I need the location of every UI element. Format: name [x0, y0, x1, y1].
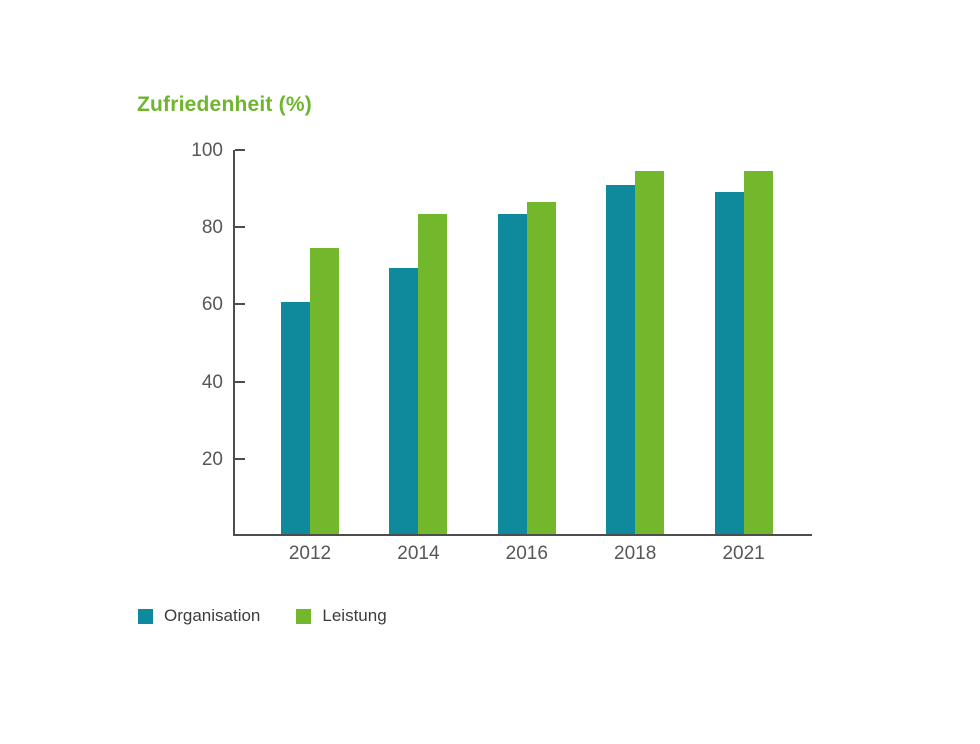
chart-title: Zufriedenheit (%): [137, 93, 312, 116]
bar-group-2021: [714, 171, 773, 534]
y-axis-tick: [235, 457, 245, 460]
bar-group-2018: [606, 171, 665, 534]
x-tick-label: 2012: [288, 543, 332, 564]
bar-group-2012: [281, 248, 339, 534]
legend: Organisation Leistung: [138, 606, 387, 626]
x-tick-label: 2018: [614, 543, 657, 564]
bar-group-2014: [389, 213, 448, 534]
y-tick-label: 100: [191, 140, 223, 161]
bar-leistung-2012: [310, 248, 339, 534]
x-tick-label: 2014: [397, 543, 440, 564]
legend-swatch-icon: [296, 608, 312, 624]
bar-organisation-2018: [606, 184, 636, 534]
plot-area: 20 40 60 80 100 2012 2014 2016 2018 2021: [191, 141, 812, 563]
bar-group-2016: [497, 202, 556, 534]
legend-item-organisation: Organisation: [138, 606, 260, 626]
y-tick-label: 60: [201, 294, 223, 316]
bar-leistung-2014: [418, 213, 448, 534]
y-tick-label: 80: [201, 217, 223, 239]
y-tick-label: 20: [201, 448, 223, 470]
bar-leistung-2016: [526, 202, 556, 534]
legend-label: Organisation: [164, 606, 261, 625]
x-tick-label: 2016: [505, 543, 548, 564]
bar-organisation-2016: [497, 213, 527, 534]
y-axis-tick: [235, 226, 245, 229]
bar-organisation-2012: [281, 302, 310, 534]
y-tick-label: 40: [201, 371, 223, 393]
y-axis-tick: [235, 303, 245, 306]
y-axis-tick: [235, 149, 245, 151]
legend-label: Leistung: [322, 606, 387, 625]
bar-leistung-2018: [635, 171, 665, 534]
legend-swatch-icon: [138, 608, 153, 624]
bar-organisation-2021: [714, 192, 744, 534]
legend-item-leistung: Leistung: [296, 606, 387, 626]
bar-organisation-2014: [389, 267, 419, 534]
y-axis-tick: [235, 380, 245, 383]
x-tick-label: 2021: [722, 543, 765, 564]
bar-leistung-2021: [743, 171, 773, 534]
